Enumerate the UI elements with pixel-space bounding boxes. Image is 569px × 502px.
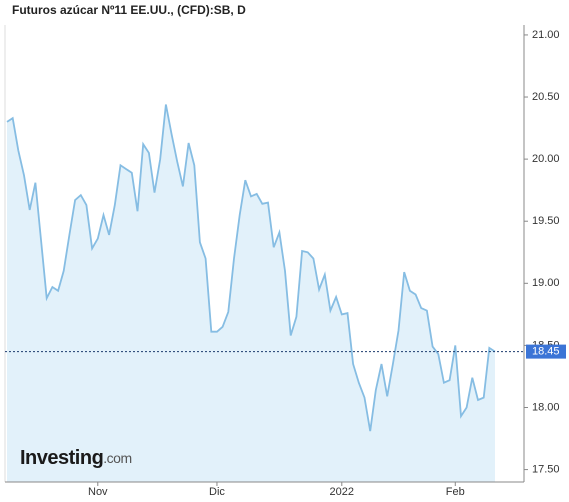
logo-suffix: .com <box>103 450 131 466</box>
x-tick-label: Feb <box>446 486 465 498</box>
price-line <box>6 104 496 432</box>
logo-main: Investing <box>20 447 103 469</box>
x-tick-label: 2022 <box>330 486 354 498</box>
y-tick-label: 18.00 <box>532 401 560 413</box>
y-tick-label: 21.00 <box>532 29 560 41</box>
chart-title: Futuros azúcar Nº11 EE.UU., (CFD):SB, D <box>12 3 246 17</box>
y-tick-label: 20.00 <box>532 153 560 165</box>
x-tick-label: Nov <box>88 486 108 498</box>
logo: Investing.com <box>20 447 132 469</box>
area-fill <box>7 104 495 482</box>
y-tick-label: 17.50 <box>532 463 560 475</box>
y-tick-label: 20.50 <box>532 91 560 103</box>
y-tick-label: 19.50 <box>532 215 560 227</box>
y-tick-label: 19.00 <box>532 277 560 289</box>
x-tick-label: Dic <box>209 486 225 498</box>
last-price-label: 18.45 <box>532 346 560 358</box>
last-price-box <box>526 344 566 359</box>
